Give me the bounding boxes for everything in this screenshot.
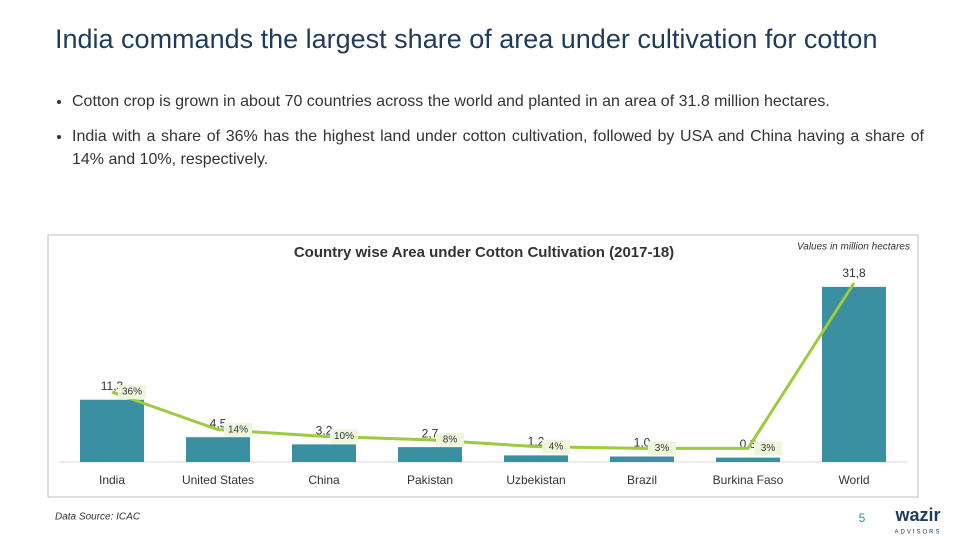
x-tick-label: Pakistan — [407, 473, 453, 487]
data-label: 3,2 — [316, 424, 333, 438]
x-tick-label: India — [99, 473, 125, 487]
x-tick-label: Burkina Faso — [713, 473, 784, 487]
data-label-box — [118, 385, 146, 400]
data-label: 4% — [549, 441, 564, 452]
chart-frame — [47, 234, 919, 498]
data-label-box — [436, 432, 464, 447]
data-label-box — [648, 441, 676, 456]
bullet-list: Cotton crop is grown in about 70 countri… — [55, 90, 924, 183]
data-label: 36% — [122, 387, 142, 398]
source: Data Source: ICAC — [55, 512, 141, 523]
bar — [292, 444, 356, 462]
bar — [186, 437, 250, 462]
bar — [610, 456, 674, 462]
data-label-box — [542, 439, 570, 454]
bar — [822, 286, 886, 462]
chart-note: Values in million hectares — [797, 242, 910, 253]
slide-title: India commands the largest share of area… — [55, 24, 878, 54]
data-label: 2,7 — [422, 426, 439, 440]
bar — [80, 399, 144, 462]
data-label: 11,3 — [101, 379, 124, 393]
data-label: 31,8 — [842, 266, 866, 280]
data-label: 1,0 — [634, 436, 651, 450]
bar — [398, 447, 462, 462]
page-number: 5 — [859, 511, 866, 525]
bar — [716, 457, 780, 462]
bullet: India with a share of 36% has the highes… — [72, 125, 924, 171]
bullet: Cotton crop is grown in about 70 countri… — [72, 90, 924, 113]
x-tick-label: China — [308, 473, 340, 487]
x-tick-label: Brazil — [627, 473, 657, 487]
logo: wazir — [894, 505, 940, 525]
x-tick-label: Uzbekistan — [506, 473, 565, 487]
data-label: 3% — [655, 443, 670, 454]
chart-title: Country wise Area under Cotton Cultivati… — [294, 244, 674, 261]
data-label-box — [330, 429, 358, 444]
data-label: 10% — [334, 431, 354, 442]
data-label-box — [754, 441, 782, 456]
x-tick-label: World — [838, 473, 869, 487]
x-tick-label: United States — [182, 473, 254, 487]
logo-tagline: ADVISORS — [894, 530, 941, 536]
data-label: 14% — [228, 424, 248, 435]
bar — [504, 455, 568, 462]
data-label: 8% — [443, 434, 458, 445]
data-label-box — [224, 422, 252, 437]
data-label: 3% — [761, 443, 776, 454]
